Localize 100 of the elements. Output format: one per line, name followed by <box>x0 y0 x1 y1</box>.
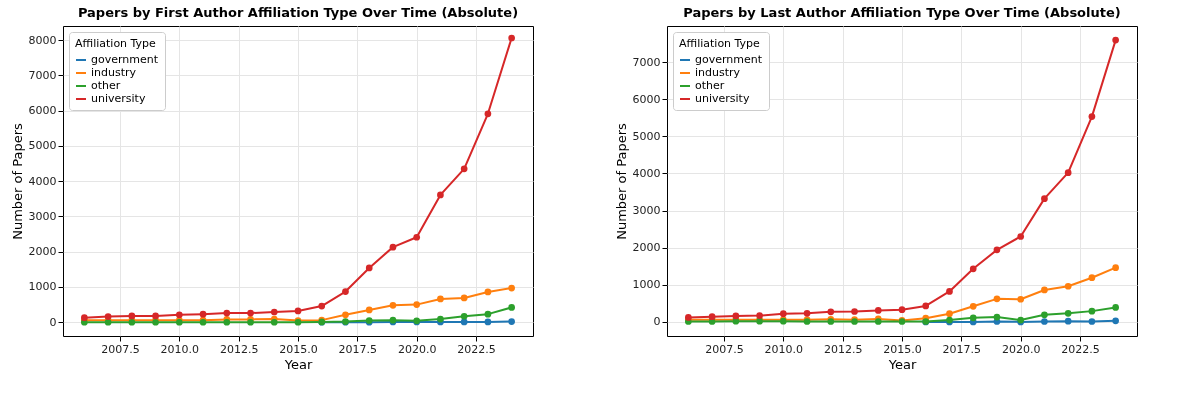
y-tick-label: 3000 <box>632 204 661 218</box>
point <box>342 311 349 319</box>
point <box>1017 233 1025 240</box>
point <box>460 318 468 326</box>
point <box>294 307 302 315</box>
x-tick-label: 2007.5 <box>101 342 140 356</box>
point <box>898 306 906 313</box>
y-tick-label: 7000 <box>28 68 57 82</box>
legend-title: Affiliation Type <box>75 37 157 50</box>
legend-label: government <box>91 53 159 66</box>
y-tick-label: 1000 <box>632 278 661 292</box>
x-tick-label: 2012.5 <box>823 342 863 356</box>
chart-title: Papers by Last Author Affiliation Type Over Time (Absolute) <box>683 5 1121 20</box>
point <box>969 314 977 322</box>
point <box>1112 36 1119 44</box>
point <box>1064 169 1072 176</box>
y-axis-title: Number of Papers <box>613 122 629 240</box>
point <box>946 288 953 295</box>
x-tick-label: 2017.5 <box>338 342 378 356</box>
point <box>1112 304 1119 311</box>
point <box>1017 295 1025 303</box>
x-tick-label: 2022.5 <box>457 342 496 356</box>
point <box>318 302 326 310</box>
x-tick-label: 2007.5 <box>705 342 744 356</box>
point <box>128 312 136 320</box>
point <box>437 191 444 199</box>
point <box>1041 311 1048 319</box>
point <box>389 301 397 309</box>
legend-title: Affiliation Type <box>679 37 761 50</box>
point <box>223 309 231 317</box>
point <box>199 310 207 318</box>
x-tick-label: 2012.5 <box>219 342 259 356</box>
y-tick-label: 0 <box>653 315 661 329</box>
point <box>969 302 977 310</box>
point <box>732 312 740 320</box>
x-tick-label: 2015.0 <box>279 342 318 356</box>
point <box>827 308 835 316</box>
point <box>993 313 1001 321</box>
point <box>342 288 349 295</box>
point <box>969 265 977 273</box>
x-axis-title: Year <box>887 356 917 372</box>
point <box>1112 264 1119 272</box>
legend-label: other <box>695 79 725 92</box>
point <box>460 165 468 173</box>
point <box>946 310 953 318</box>
point <box>460 294 468 302</box>
point <box>508 318 515 325</box>
x-tick-label: 2022.5 <box>1061 342 1100 356</box>
y-tick-label: 8000 <box>28 33 57 47</box>
point <box>152 312 159 320</box>
y-tick-label: 7000 <box>632 55 661 69</box>
point <box>175 311 183 319</box>
point <box>1088 307 1096 315</box>
point <box>1041 195 1048 202</box>
legend-label: university <box>695 92 750 105</box>
point <box>756 312 763 319</box>
point <box>484 288 492 296</box>
point <box>413 233 421 241</box>
point <box>1064 317 1072 325</box>
legend-label: government <box>695 53 763 66</box>
x-tick-label: 2015.0 <box>883 342 922 356</box>
point <box>247 309 254 317</box>
point <box>508 284 515 292</box>
point <box>365 306 373 314</box>
point <box>484 318 492 326</box>
point <box>104 313 112 320</box>
point <box>1088 113 1096 120</box>
point <box>851 308 858 315</box>
y-tick-label: 5000 <box>28 139 57 153</box>
y-tick-label: 6000 <box>632 92 661 106</box>
y-tick-label: 1000 <box>28 280 57 294</box>
legend-label: industry <box>695 66 741 79</box>
point <box>993 246 1001 254</box>
y-tick-label: 4000 <box>632 166 661 180</box>
point <box>484 310 492 318</box>
point <box>922 302 930 310</box>
x-axis-title: Year <box>283 356 313 372</box>
x-tick-label: 2020.0 <box>1001 342 1041 356</box>
x-tick-label: 2010.0 <box>160 342 200 356</box>
legend-label: university <box>91 92 146 105</box>
point <box>1041 286 1048 294</box>
point <box>389 243 397 251</box>
point <box>1112 317 1119 325</box>
x-tick-label: 2017.5 <box>942 342 982 356</box>
point <box>1064 310 1072 317</box>
y-tick-label: 3000 <box>28 209 57 223</box>
y-tick-label: 5000 <box>632 129 661 143</box>
chart-title: Papers by First Author Affiliation Type Over Time (Absolute) <box>77 5 519 20</box>
point <box>460 312 468 320</box>
x-tick-label: 2020.0 <box>397 342 437 356</box>
y-axis-title: Number of Papers <box>9 122 25 240</box>
point <box>1088 274 1096 282</box>
point <box>779 310 787 318</box>
point <box>1064 282 1072 290</box>
point <box>874 307 882 314</box>
y-tick-label: 4000 <box>28 174 57 188</box>
legend-label: other <box>91 79 121 92</box>
point <box>508 304 515 311</box>
legend-label: industry <box>91 66 137 79</box>
y-tick-label: 2000 <box>28 245 57 259</box>
